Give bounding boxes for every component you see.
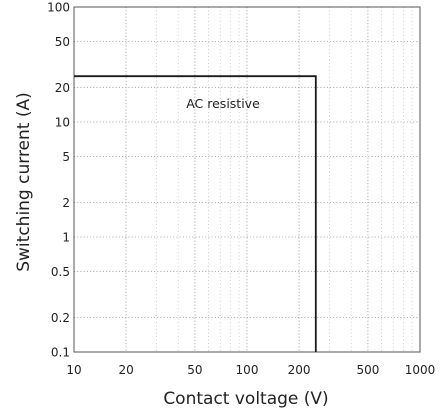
x-axis-title: Contact voltage (V) [163, 389, 328, 409]
y-tick-label: 0.1 [51, 346, 70, 360]
x-tick-label: 1000 [405, 363, 436, 377]
series-group [74, 75, 317, 352]
y-tick-label: 0.5 [51, 265, 70, 279]
y-axis-title: Switching current (A) [14, 92, 34, 272]
x-tick-label: 500 [356, 363, 379, 377]
series-line-ac-resistive [74, 75, 317, 352]
y-tick-label: 5 [62, 150, 70, 164]
x-tick-label: 200 [288, 363, 311, 377]
x-tick-label: 100 [236, 363, 259, 377]
y-tick-label: 20 [55, 81, 70, 95]
x-tick-label: 20 [118, 363, 133, 377]
y-tick-label: 100 [47, 1, 70, 15]
x-tick-label: 50 [187, 363, 202, 377]
y-tick-label: 1 [62, 231, 70, 245]
x-tick-label: 10 [66, 363, 81, 377]
y-tick-label: 0.2 [51, 311, 70, 325]
series-annotation-ac-resistive: AC resistive [186, 96, 260, 111]
y-tick-label: 10 [55, 116, 70, 130]
y-tick-label: 50 [55, 35, 70, 49]
grid [74, 7, 420, 352]
plot-frame [73, 6, 421, 353]
y-tick-label: 2 [62, 196, 70, 210]
tick-labels: 0.1 0.2 0.5 1 2 5 10 20 50 100 10 20 50 100 200 500 1000 [47, 1, 435, 378]
